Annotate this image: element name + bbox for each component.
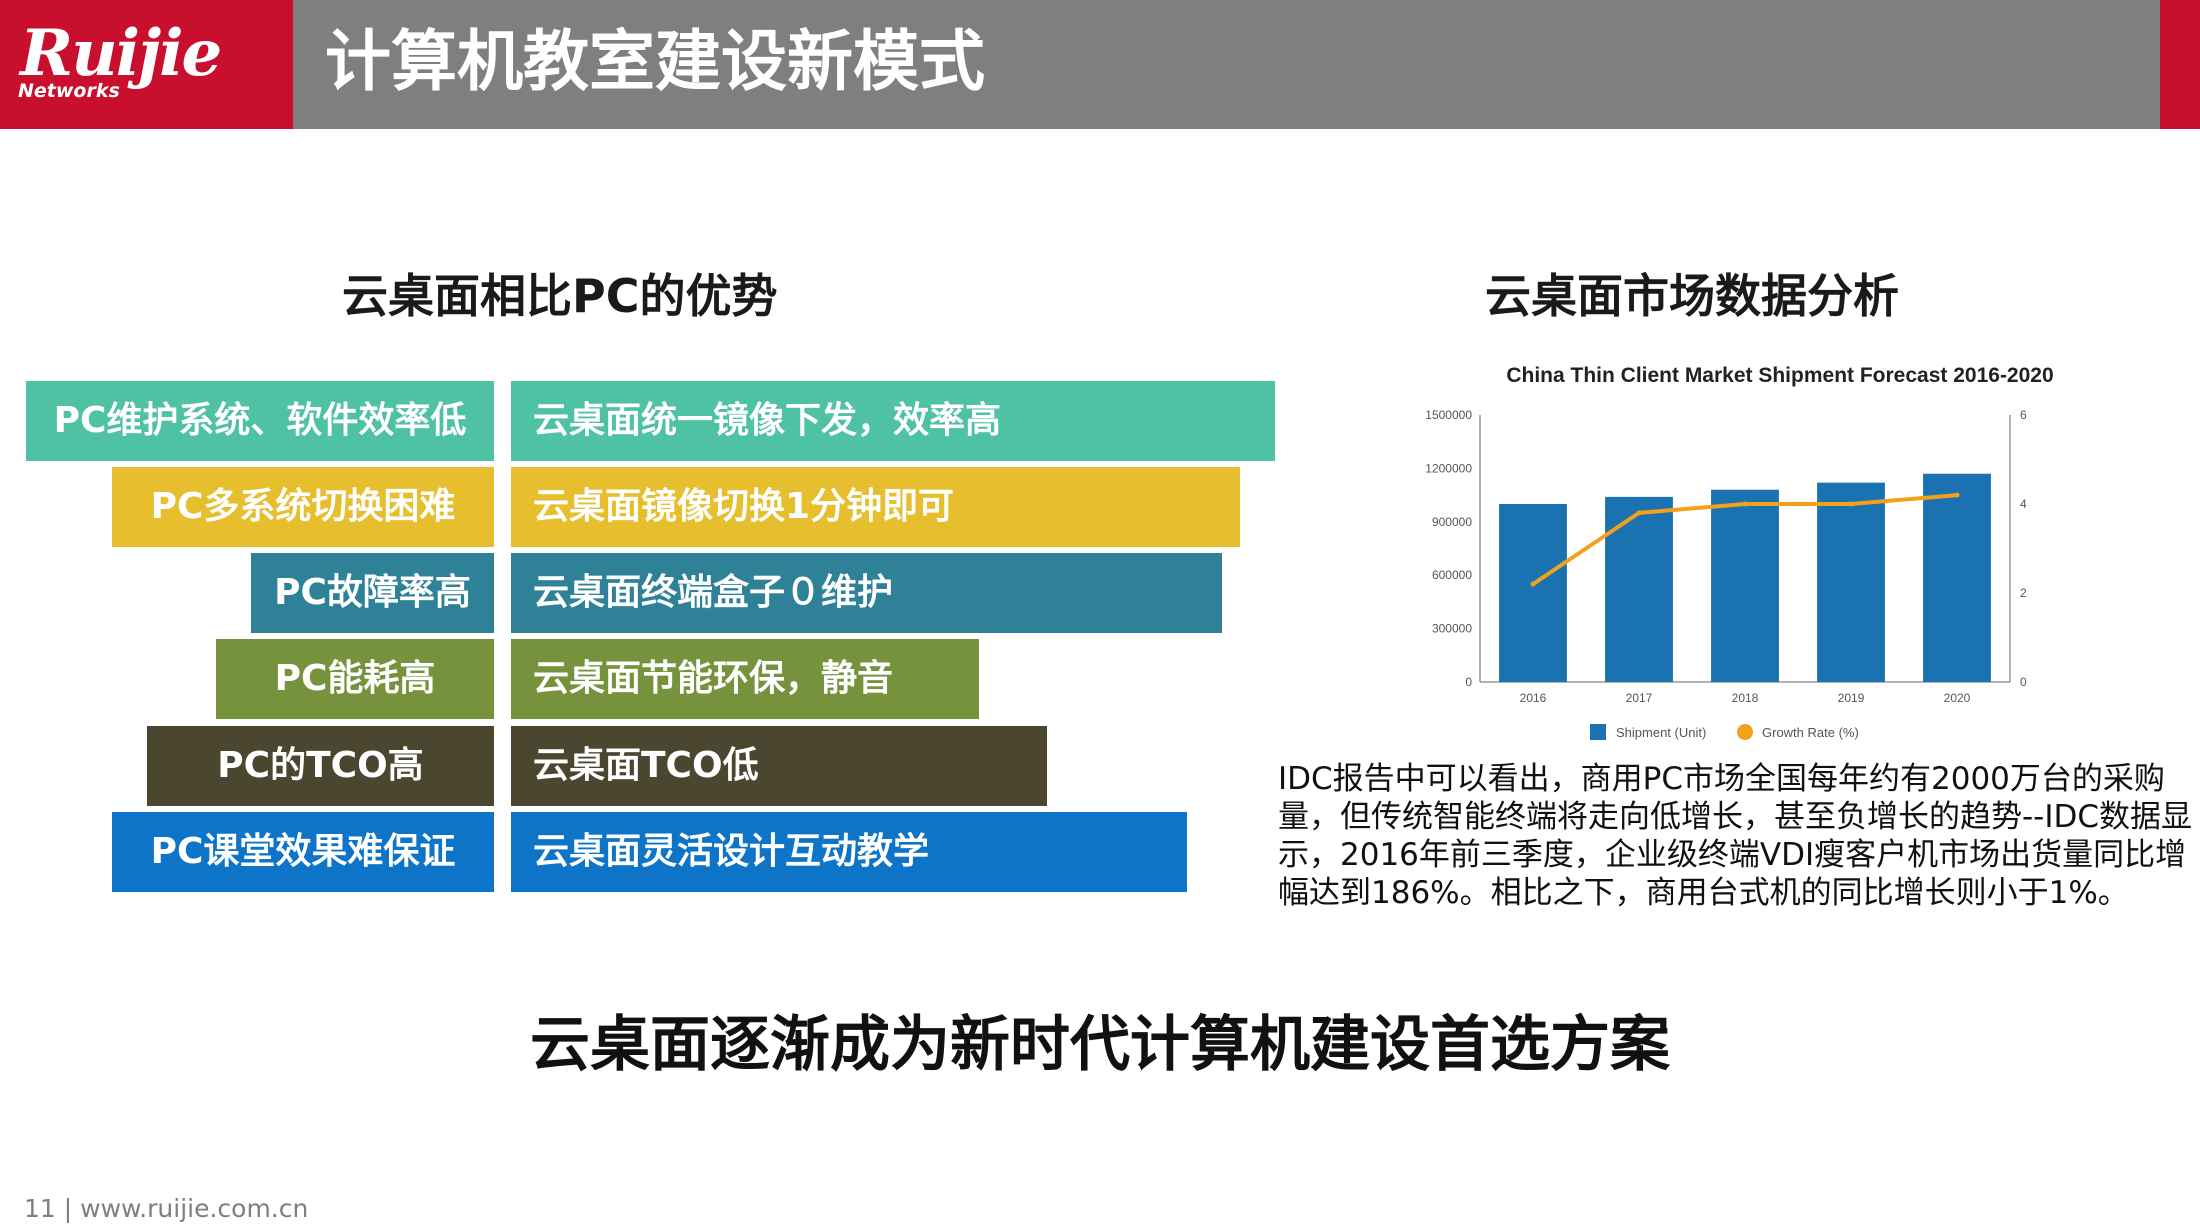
y-left-tick-label: 900000 [1432,515,1472,529]
legend-label-shipment: Shipment (Unit) [1616,725,1706,740]
pc-disadvantage-row: PC的TCO高 [147,726,494,806]
left-section-title: 云桌面相比PC的优势 [342,269,778,323]
legend-swatch-shipment [1590,724,1606,740]
pc-disadvantage-row: PC维护系统、软件效率低 [26,381,494,461]
cloud-advantage-row: 云桌面镜像切换1分钟即可 [511,467,1240,547]
cloud-advantage-row: 云桌面终端盒子０维护 [511,553,1222,633]
logo: Ruijie Networks [0,0,293,129]
idc-description: IDC报告中可以看出，商用PC市场全国每年约有2000万台的采购量，但传统智能终… [1278,761,2193,911]
growth-rate-point [1530,581,1536,587]
logo-wordmark: Ruijie [20,16,222,91]
shipment-forecast-chart: China Thin Client Market Shipment Foreca… [1390,350,2170,760]
conclusion-text: 云桌面逐渐成为新时代计算机建设首选方案 [530,1010,1670,1080]
legend-label-growth: Growth Rate (%) [1762,725,1859,740]
y-left-tick-label: 300000 [1432,622,1472,636]
x-tick-label: 2019 [1838,691,1865,705]
growth-rate-point [1636,510,1642,516]
cloud-advantage-row: 云桌面节能环保，静音 [511,639,979,719]
x-tick-label: 2018 [1732,691,1759,705]
pc-disadvantage-row: PC课堂效果难保证 [112,812,494,892]
cloud-advantage-row: 云桌面灵活设计互动教学 [511,812,1187,892]
shipment-bar [1605,496,1673,682]
pc-disadvantage-row: PC故障率高 [251,553,494,633]
header-bar [0,0,2160,129]
header-accent [2160,0,2200,129]
cloud-advantage-row: 云桌面统一镜像下发，效率高 [511,381,1275,461]
shipment-bar [1923,473,1991,682]
footer-text: 11 | www.ruijie.com.cn [24,1194,309,1223]
y-left-tick-label: 1500000 [1425,408,1472,422]
growth-rate-point [1954,492,1960,498]
y-right-tick-label: 2 [2020,586,2027,600]
shipment-bar [1499,504,1567,682]
y-left-tick-label: 1200000 [1425,461,1472,475]
logo-subtitle: Networks [18,80,120,102]
y-left-tick-label: 0 [1465,675,1472,689]
chart-title: China Thin Client Market Shipment Foreca… [1506,364,2053,387]
growth-rate-point [1742,501,1748,507]
x-tick-label: 2017 [1626,691,1653,705]
growth-rate-point [1848,501,1854,507]
pc-disadvantage-row: PC能耗高 [216,639,494,719]
x-tick-label: 2016 [1520,691,1547,705]
shipment-bar [1817,482,1885,682]
page-title: 计算机教室建设新模式 [325,23,985,100]
y-right-tick-label: 4 [2020,497,2027,511]
y-right-tick-label: 0 [2020,675,2027,689]
legend-swatch-growth [1737,724,1753,740]
cloud-advantage-row: 云桌面TCO低 [511,726,1047,806]
x-tick-label: 2020 [1944,691,1971,705]
pc-disadvantage-row: PC多系统切换困难 [112,467,494,547]
y-right-tick-label: 6 [2020,408,2027,422]
shipment-bar [1711,489,1779,682]
right-section-title: 云桌面市场数据分析 [1485,269,1899,323]
chart-svg: China Thin Client Market Shipment Foreca… [1425,364,2054,740]
y-left-tick-label: 600000 [1432,568,1472,582]
